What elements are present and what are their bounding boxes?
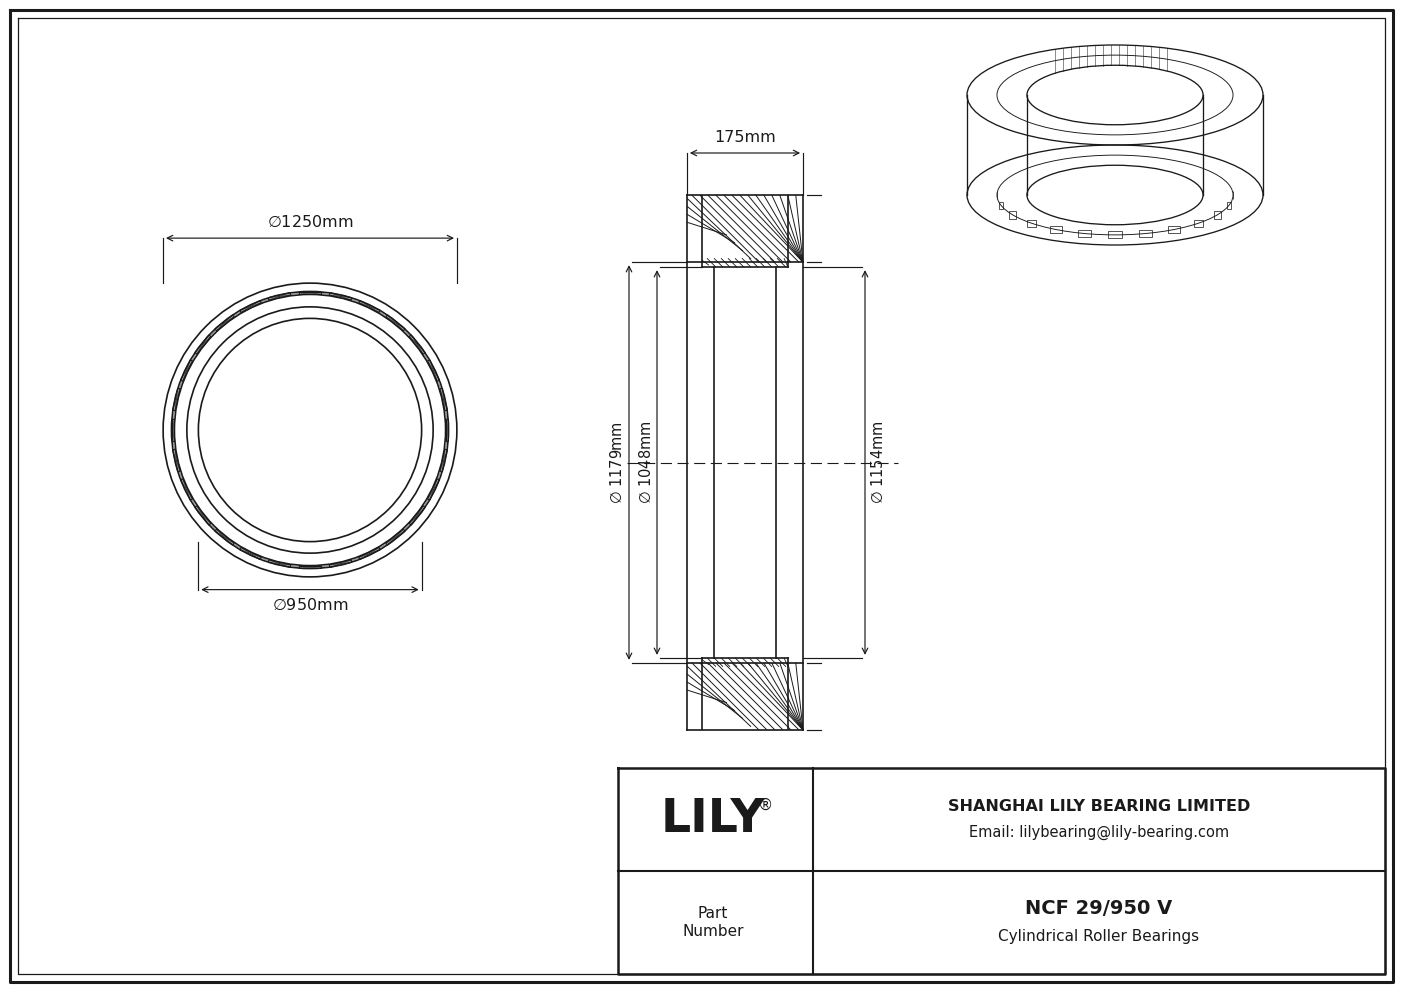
Text: $\varnothing$1250mm: $\varnothing$1250mm [267, 215, 354, 230]
Text: Part
Number: Part Number [682, 907, 744, 938]
Text: LILY: LILY [661, 797, 765, 842]
Text: $\varnothing$ 1048mm: $\varnothing$ 1048mm [638, 421, 654, 505]
Text: SHANGHAI LILY BEARING LIMITED: SHANGHAI LILY BEARING LIMITED [948, 799, 1250, 814]
Text: $\varnothing$950mm: $\varnothing$950mm [272, 597, 348, 613]
Text: Cylindrical Roller Bearings: Cylindrical Roller Bearings [999, 929, 1200, 944]
Text: Email: lilybearing@lily-bearing.com: Email: lilybearing@lily-bearing.com [969, 825, 1229, 840]
Text: $\varnothing$ 1154mm: $\varnothing$ 1154mm [870, 421, 887, 505]
Text: 175mm: 175mm [714, 130, 776, 145]
Text: $\varnothing$ 1179mm: $\varnothing$ 1179mm [609, 422, 624, 504]
Text: NCF 29/950 V: NCF 29/950 V [1026, 899, 1173, 918]
Text: ®: ® [759, 798, 773, 813]
